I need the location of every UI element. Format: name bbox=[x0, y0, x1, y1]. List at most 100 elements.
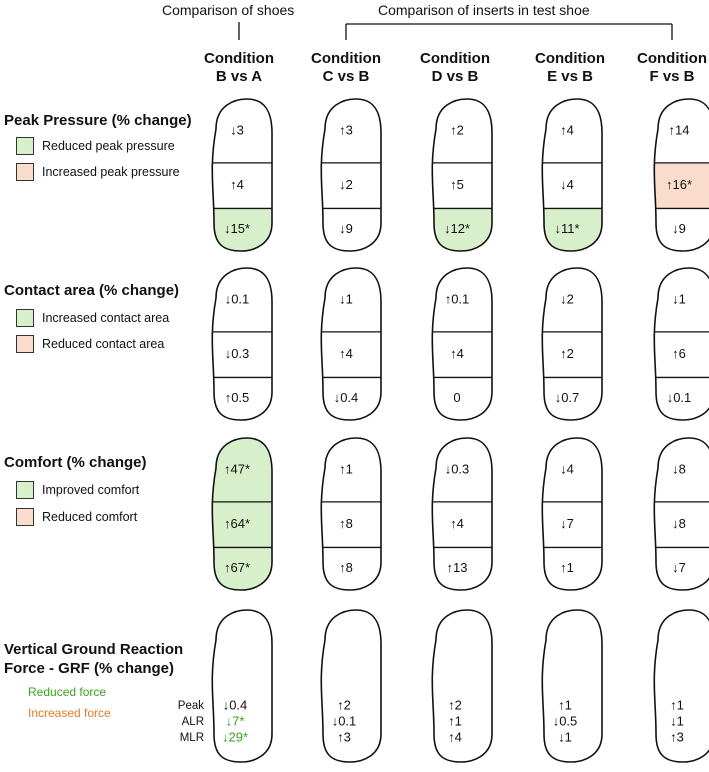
condition-header-4: Condition E vs B bbox=[520, 50, 620, 86]
insole-zone bbox=[654, 331, 709, 378]
insole-outline bbox=[211, 437, 273, 591]
legend-reduced-contact-area: Reduced contact area bbox=[16, 335, 164, 353]
legend-label: Improved comfort bbox=[42, 483, 140, 497]
insole-outline bbox=[211, 609, 273, 763]
insole-value: ↑47* bbox=[224, 461, 250, 476]
insole-value: ↓0.1 bbox=[225, 291, 250, 306]
legend-increased-peak-pressure: Increased peak pressure bbox=[16, 163, 180, 181]
insole-outline bbox=[320, 437, 382, 591]
insole-value: ↑14 bbox=[669, 122, 690, 137]
legend-label: Increased contact area bbox=[42, 311, 170, 325]
insole-outline bbox=[653, 98, 709, 252]
grf-title: Vertical Ground Reaction Force - GRF (% … bbox=[4, 640, 183, 678]
insole-3-3: ↓0.3 ↑4 ↑13 bbox=[431, 437, 493, 591]
insole-zone bbox=[212, 501, 272, 548]
insole-outline bbox=[211, 98, 273, 252]
legend-label: Reduced comfort bbox=[42, 510, 138, 524]
comparison-of-inserts-label: Comparison of inserts in test shoe bbox=[378, 2, 590, 18]
insole-zone bbox=[654, 208, 709, 251]
grf-row-labels: Peak ALR MLR bbox=[170, 698, 204, 746]
insole-value: ↓2 bbox=[339, 177, 353, 192]
insole-value: ↓15* bbox=[224, 221, 250, 236]
insole-value: ↑1 bbox=[560, 560, 574, 575]
insole-3-1: ↑47* ↑64* ↑67* bbox=[211, 437, 273, 591]
grf-value: ↓7* bbox=[226, 713, 245, 728]
legend-label: Reduced contact area bbox=[42, 337, 165, 351]
grf-value: ↑3 bbox=[670, 729, 684, 744]
insole-zone bbox=[542, 162, 602, 209]
orange-swatch bbox=[16, 335, 34, 353]
insole-outline bbox=[653, 609, 709, 763]
condition-header-2: Condition C vs B bbox=[296, 50, 396, 86]
grf-value: ↓0.4 bbox=[223, 697, 248, 712]
insole-zone bbox=[212, 331, 272, 378]
legend-increased-force: Increased force bbox=[28, 706, 111, 720]
insole-outline bbox=[431, 98, 493, 252]
legend-improved-comfort: Improved comfort bbox=[16, 481, 139, 499]
condition-header-1: Condition B vs A bbox=[189, 50, 289, 86]
insole-2-3: ↑0.1 ↑4 0 bbox=[431, 267, 493, 421]
condition-header-3: Condition D vs B bbox=[405, 50, 505, 86]
grf-label-peak: Peak bbox=[177, 700, 204, 712]
insole-value: ↑8 bbox=[339, 560, 353, 575]
insole-outline bbox=[431, 437, 493, 591]
insole-zone bbox=[654, 501, 709, 548]
grf-title-line1: Vertical Ground Reaction bbox=[4, 641, 184, 658]
orange-swatch bbox=[16, 163, 34, 181]
insole-value: ↓1 bbox=[672, 291, 686, 306]
insole-1-4: ↑4 ↓4 ↓11* bbox=[541, 98, 603, 252]
insole-zone bbox=[432, 377, 492, 420]
condition-3-line1: Condition bbox=[420, 50, 490, 67]
insole-outline bbox=[541, 98, 603, 252]
insole-zone bbox=[432, 501, 492, 548]
condition-2-line1: Condition bbox=[311, 50, 381, 67]
insole-value: ↓0.1 bbox=[667, 390, 692, 405]
insole-value: ↓12* bbox=[444, 221, 470, 236]
grf-value: ↑1 bbox=[448, 713, 462, 728]
orange-swatch bbox=[16, 508, 34, 526]
insole-zone bbox=[321, 162, 381, 209]
insole-value: ↑4 bbox=[450, 346, 464, 361]
insole-2-5: ↓1 ↑6 ↓0.1 bbox=[653, 267, 709, 421]
insole-value: ↓3 bbox=[230, 122, 244, 137]
insole-value: ↓9 bbox=[339, 221, 353, 236]
insole-value: ↓11* bbox=[554, 221, 579, 236]
grf-value: ↑4 bbox=[448, 729, 462, 744]
grf-value: ↑1 bbox=[670, 697, 684, 712]
grf-value: ↓1 bbox=[558, 729, 572, 744]
insole-2-4: ↓2 ↑2 ↓0.7 bbox=[541, 267, 603, 421]
condition-1-line1: Condition bbox=[204, 50, 274, 67]
condition-3-line2: D vs B bbox=[431, 68, 479, 85]
insole-value: ↓4 bbox=[560, 177, 574, 192]
insole-outline bbox=[653, 267, 709, 421]
insole-value: ↑64* bbox=[224, 516, 250, 531]
insole-outline bbox=[541, 609, 603, 763]
insole-value: ↑6 bbox=[672, 346, 686, 361]
insole-1-5: ↑14 ↑16* ↓9 bbox=[653, 98, 709, 252]
grf-insole-2: ↑2↓0.1↑3 bbox=[320, 609, 382, 763]
grf-insole-3: ↑2↑1↑4 bbox=[431, 609, 493, 763]
grf-value: ↑2 bbox=[448, 697, 462, 712]
insole-3-5: ↓8 ↓8 ↓7 bbox=[653, 437, 709, 591]
insole-3-4: ↓4 ↓7 ↑1 bbox=[541, 437, 603, 591]
insole-value: ↓0.3 bbox=[445, 461, 470, 476]
green-swatch bbox=[16, 309, 34, 327]
insole-outline bbox=[431, 609, 493, 763]
grf-value: ↓0.1 bbox=[332, 713, 357, 728]
insole-value: ↑2 bbox=[450, 122, 464, 137]
insole-value: ↓8 bbox=[672, 461, 686, 476]
green-swatch bbox=[16, 137, 34, 155]
grf-value: ↑1 bbox=[558, 697, 572, 712]
insole-zone bbox=[654, 377, 709, 420]
grf-title-line2: Force - GRF (% change) bbox=[4, 660, 175, 677]
insole-value: ↓4 bbox=[560, 461, 574, 476]
insole-value: ↓7 bbox=[560, 516, 574, 531]
peak-pressure-title: Peak Pressure (% change) bbox=[4, 112, 192, 129]
grf-label-alr: ALR bbox=[181, 716, 204, 728]
insole-1-2: ↑3 ↓2 ↓9 bbox=[320, 98, 382, 252]
insole-outline bbox=[541, 267, 603, 421]
condition-header-5: Condition F vs B bbox=[622, 50, 709, 86]
insole-zone bbox=[654, 547, 709, 590]
insole-value: ↓7 bbox=[672, 560, 686, 575]
grf-value: ↓0.5 bbox=[553, 713, 578, 728]
